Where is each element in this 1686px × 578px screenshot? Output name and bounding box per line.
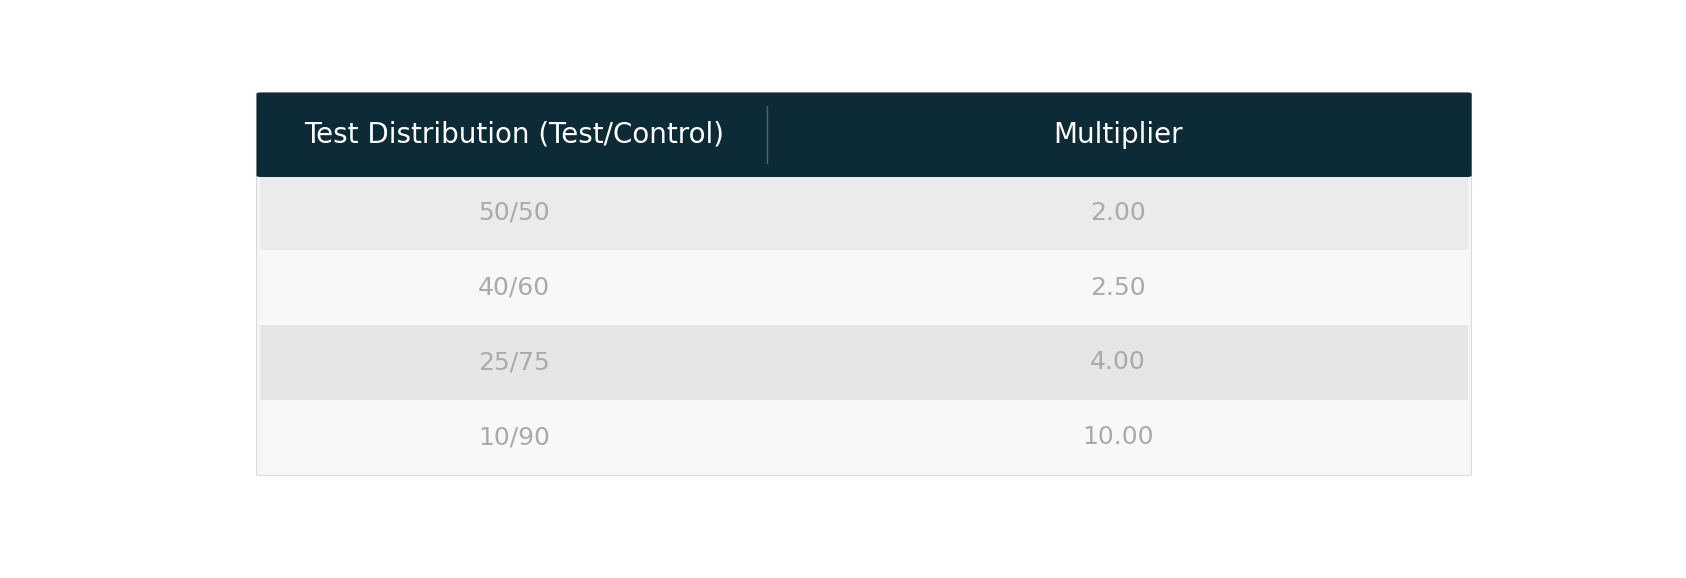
Text: 2.00: 2.00	[1089, 201, 1145, 225]
Text: 10.00: 10.00	[1082, 425, 1153, 449]
Bar	[260, 155, 1469, 176]
FancyBboxPatch shape	[256, 92, 1472, 177]
FancyBboxPatch shape	[256, 92, 1472, 476]
Text: 25/75: 25/75	[479, 350, 550, 375]
Text: 10/90: 10/90	[479, 425, 550, 449]
Text: 2.50: 2.50	[1089, 276, 1145, 299]
Bar	[260, 399, 1469, 475]
Text: 50/50: 50/50	[479, 201, 550, 225]
Text: 4.00: 4.00	[1089, 350, 1145, 375]
Text: 40/60: 40/60	[477, 276, 550, 299]
Bar	[260, 325, 1469, 399]
Text: Test Distribution (Test/Control): Test Distribution (Test/Control)	[303, 121, 723, 149]
Bar	[260, 176, 1469, 250]
Text: Multiplier: Multiplier	[1052, 121, 1182, 149]
Bar	[260, 250, 1469, 325]
